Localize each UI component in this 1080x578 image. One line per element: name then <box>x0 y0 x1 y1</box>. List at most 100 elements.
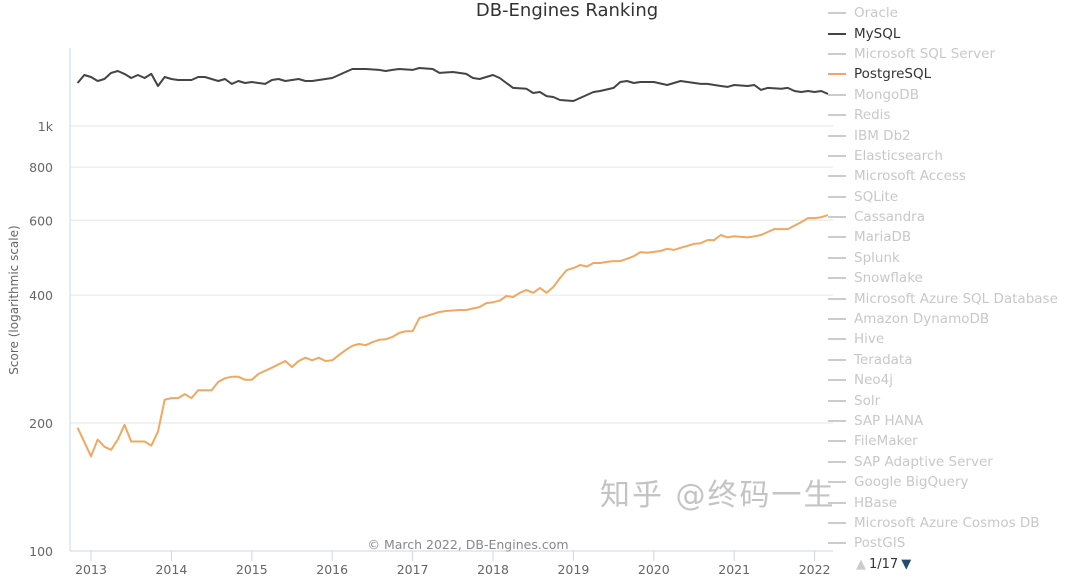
legend-item-neo4j[interactable]: Neo4j <box>828 370 1058 390</box>
legend-item-hive[interactable]: Hive <box>828 329 1058 349</box>
legend-item-ibm-db2[interactable]: IBM Db2 <box>828 125 1058 145</box>
legend-swatch <box>828 420 846 422</box>
legend-label: Microsoft SQL Server <box>854 45 996 62</box>
series-lines <box>76 67 829 458</box>
y-tick-label: 1k <box>38 119 54 134</box>
legend-label: Snowflake <box>854 270 923 287</box>
x-tick-label: 2021 <box>718 562 750 577</box>
legend-label: Solr <box>854 392 881 409</box>
x-tick-label: 2022 <box>799 562 831 577</box>
y-tick-label: 400 <box>29 288 53 303</box>
legend-label: Elasticsearch <box>854 147 943 164</box>
legend-item-microsoft-sql-server[interactable]: Microsoft SQL Server <box>828 44 1058 64</box>
legend-swatch <box>828 379 846 382</box>
legend-label: Microsoft Azure SQL Database <box>854 290 1058 307</box>
legend-swatch <box>828 12 846 15</box>
y-tick-label: 600 <box>29 213 53 228</box>
x-axis-ticks: 2013 2014 2015 2016 2017 2018 2019 2020 2021 2022 <box>75 551 831 577</box>
y-axis-label: Score (logarithmic scale) <box>7 225 21 374</box>
legend-item-elasticsearch[interactable]: Elasticsearch <box>828 146 1058 166</box>
legend-item-postgresql[interactable]: PostgreSQL <box>828 64 1058 84</box>
legend-label: Microsoft Azure Cosmos DB <box>854 514 1040 531</box>
legend-label: Redis <box>854 107 891 124</box>
legend-item-google-bigquery[interactable]: Google BigQuery <box>828 472 1058 492</box>
x-tick-label: 2019 <box>557 562 589 577</box>
legend-swatch <box>828 440 846 443</box>
legend-label: Splunk <box>854 249 900 266</box>
y-tick-label: 100 <box>29 544 53 559</box>
x-tick-label: 2013 <box>75 562 107 577</box>
legend-label: FileMaker <box>854 433 918 450</box>
legend-swatch <box>828 399 846 402</box>
legend-item-postgis[interactable]: PostGIS <box>828 533 1058 553</box>
legend-swatch <box>828 338 846 341</box>
legend-item-sap-adaptive-server[interactable]: SAP Adaptive Server <box>828 452 1058 472</box>
x-tick-label: 2018 <box>477 562 509 577</box>
series-line-mysql[interactable] <box>76 67 829 102</box>
legend-item-microsoft-azure-sql-database[interactable]: Microsoft Azure SQL Database <box>828 288 1058 308</box>
y-tick-label: 800 <box>29 160 53 175</box>
legend-item-snowflake[interactable]: Snowflake <box>828 268 1058 288</box>
legend-label: SAP HANA <box>854 413 924 429</box>
legend-swatch <box>828 277 846 280</box>
legend-item-hbase[interactable]: HBase <box>828 492 1058 512</box>
legend-label: Microsoft Access <box>854 168 966 185</box>
x-tick-label: 2015 <box>236 562 268 577</box>
legend-label: SAP Adaptive Server <box>854 453 993 470</box>
legend-swatch <box>828 521 846 524</box>
legend-item-filemaker[interactable]: FileMaker <box>828 431 1058 451</box>
x-tick-label: 2020 <box>638 562 670 577</box>
legend-swatch <box>828 542 846 545</box>
x-tick-label: 2014 <box>155 562 187 577</box>
legend-swatch <box>828 154 846 157</box>
legend-item-sqlite[interactable]: SQLite <box>828 187 1058 207</box>
legend-label: PostgreSQL <box>854 66 932 83</box>
legend-item-amazon-dynamodb[interactable]: Amazon DynamoDB <box>828 309 1058 329</box>
legend-item-sap-hana[interactable]: SAP HANA <box>828 411 1058 431</box>
legend-swatch <box>828 93 846 96</box>
legend-swatch <box>828 318 846 321</box>
legend: Oracle MySQL Microsoft SQL Server PostgreSQ… <box>828 3 1058 554</box>
legend-label: HBase <box>854 494 898 511</box>
x-tick-label: 2016 <box>316 562 348 577</box>
legend-item-mongodb[interactable]: MongoDB <box>828 85 1058 105</box>
legend-label: PostGIS <box>854 535 906 552</box>
legend-label: MariaDB <box>854 229 912 246</box>
legend-label: Oracle <box>854 5 898 22</box>
legend-swatch <box>828 175 846 178</box>
legend-item-redis[interactable]: Redis <box>828 105 1058 125</box>
legend-label: Neo4j <box>854 372 894 389</box>
legend-item-microsoft-access[interactable]: Microsoft Access <box>828 166 1058 186</box>
legend-swatch <box>828 73 846 76</box>
legend-swatch <box>828 134 846 137</box>
legend-item-solr[interactable]: Solr <box>828 390 1058 410</box>
legend-item-mysql[interactable]: MySQL <box>828 23 1058 43</box>
chart-title: DB-Engines Ranking <box>476 0 658 21</box>
legend-swatch <box>828 481 846 484</box>
legend-swatch <box>828 52 846 55</box>
legend-swatch <box>828 358 846 361</box>
legend-swatch <box>828 32 846 35</box>
x-tick-label: 2017 <box>397 562 429 577</box>
triangle-down-icon[interactable]: ▼ <box>901 557 912 572</box>
legend-item-cassandra[interactable]: Cassandra <box>828 207 1058 227</box>
legend-item-oracle[interactable]: Oracle <box>828 3 1058 23</box>
legend-label: MySQL <box>854 25 901 42</box>
legend-item-teradata[interactable]: Teradata <box>828 350 1058 370</box>
chart-credit[interactable]: © March 2022, DB-Engines.com <box>367 537 568 552</box>
legend-swatch <box>828 460 846 463</box>
legend-swatch <box>828 501 846 504</box>
legend-label: Cassandra <box>854 209 925 226</box>
legend-item-mariadb[interactable]: MariaDB <box>828 227 1058 247</box>
legend-item-microsoft-azure-cosmos-db[interactable]: Microsoft Azure Cosmos DB <box>828 513 1058 533</box>
grid-lines <box>70 125 833 424</box>
legend-swatch <box>828 216 846 219</box>
legend-item-splunk[interactable]: Splunk <box>828 248 1058 268</box>
triangle-up-icon[interactable]: ▲ <box>856 557 866 572</box>
legend-pager: ▲ 1/17 ▼ <box>856 557 911 572</box>
series-line-postgresql[interactable] <box>76 214 829 458</box>
legend-label: Amazon DynamoDB <box>854 311 990 328</box>
pager-text: 1/17 <box>869 557 899 572</box>
legend-swatch <box>828 114 846 117</box>
legend-label: IBM Db2 <box>854 127 911 144</box>
